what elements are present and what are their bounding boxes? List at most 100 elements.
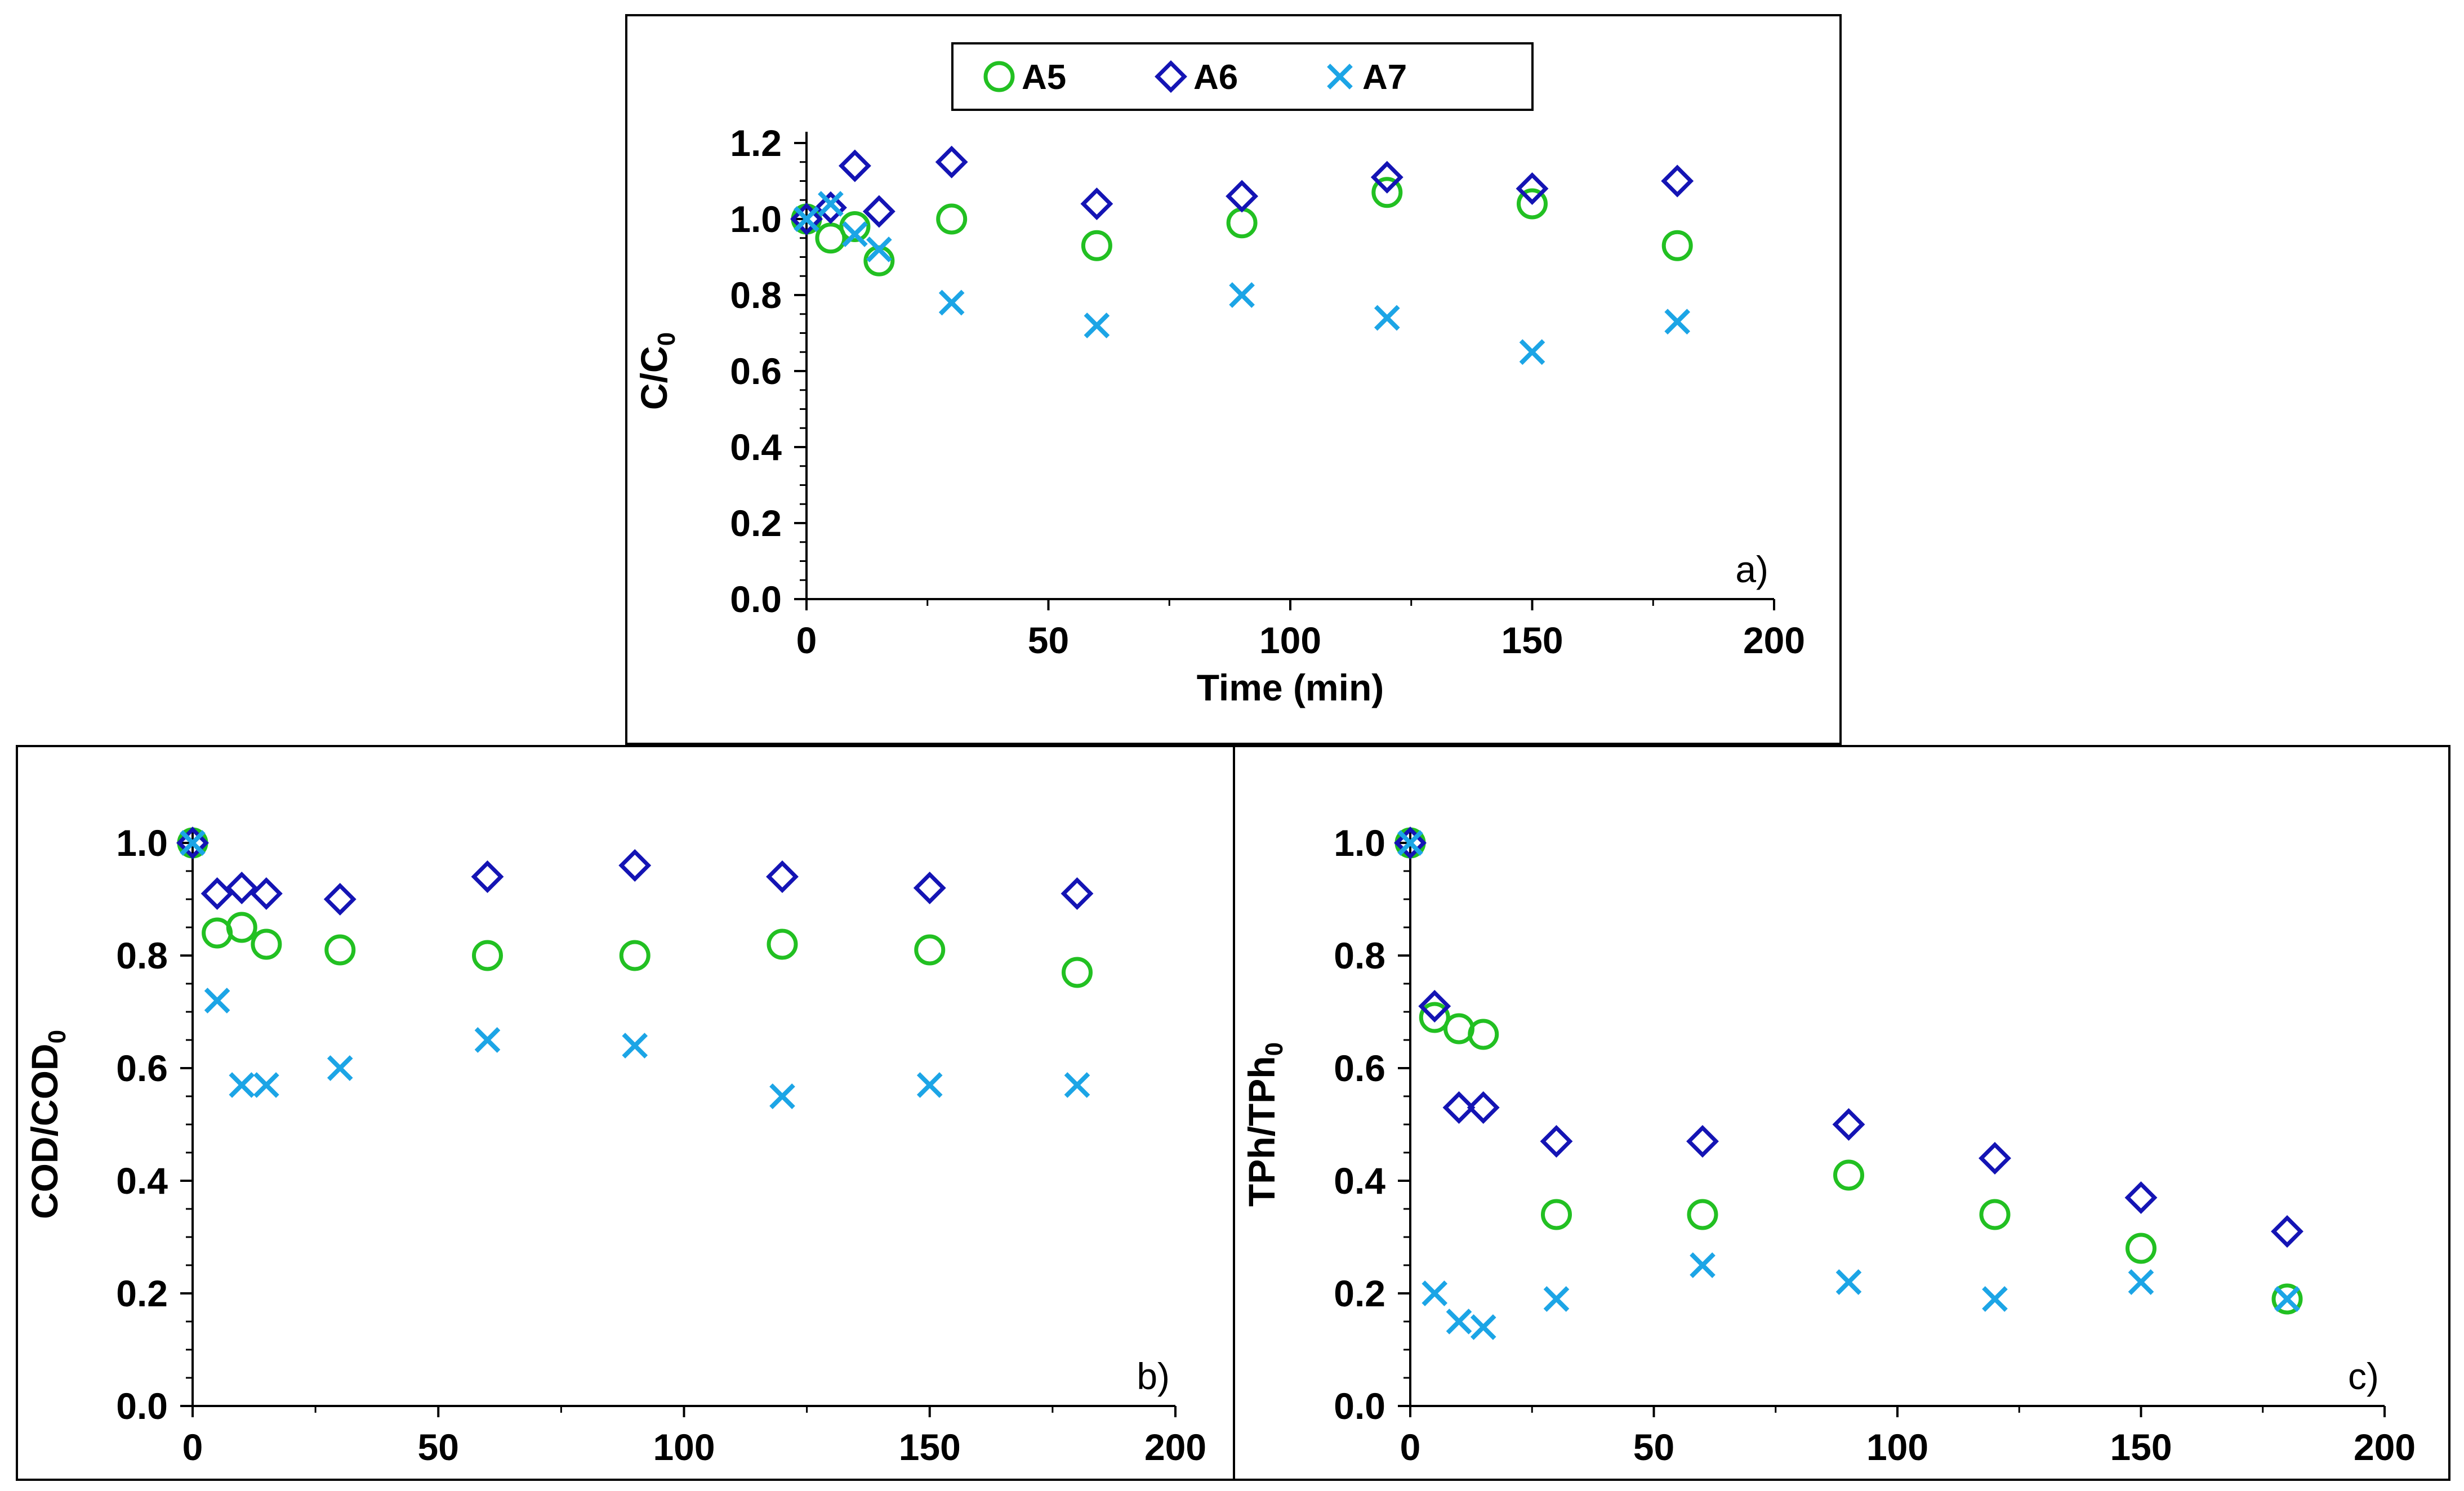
series-A5	[177, 827, 1093, 988]
x-tick-label: 50	[418, 1426, 459, 1468]
data-point-A7	[818, 191, 844, 217]
legend-label-A6: A6	[1193, 58, 1238, 97]
data-point-A6	[618, 849, 652, 882]
series-A7	[180, 830, 1090, 1109]
data-point-A6	[1979, 1142, 2011, 1175]
chart-b-svg: 0.0 0.2 0.4 0.6 0.8 1.0 0 50 100 150 200 Time (min)…	[24, 822, 1206, 1479]
y-tick-label: 0.6	[116, 1047, 168, 1089]
data-point-A7	[1543, 1286, 1570, 1312]
data-point-A6	[790, 203, 823, 235]
x-tick-label: 200	[1743, 619, 1805, 661]
x-tick-label: 100	[653, 1426, 715, 1468]
data-point-A7	[327, 1055, 353, 1081]
data-point-A5	[914, 934, 946, 966]
data-point-A5	[472, 940, 503, 971]
legend-box	[951, 42, 1534, 111]
data-point-A5	[1687, 1199, 1718, 1230]
data-point-A6	[1394, 827, 1427, 859]
y-tick-label: 0.6	[730, 350, 782, 392]
data-point-A7	[938, 289, 965, 316]
x-tick-label: 200	[1144, 1426, 1206, 1468]
x-tick-label: 50	[1633, 1426, 1674, 1468]
y-axis-title: C/C0	[633, 332, 680, 410]
data-point-A6	[1418, 990, 1451, 1023]
chart-a-svg: 0.0 0.2 0.4 0.6 0.8 1.0 1.2 0 50 100 150 200 Time (m…	[633, 42, 1805, 708]
y-tick-label: 0.2	[116, 1273, 168, 1314]
data-point-A5	[226, 912, 257, 943]
data-point-A6	[913, 872, 946, 904]
data-point-A5	[1062, 957, 1093, 988]
data-point-A5	[1419, 1002, 1450, 1033]
data-point-A5	[815, 222, 846, 254]
data-point-A6	[1370, 160, 1403, 194]
data-point-A6	[1686, 1125, 1719, 1158]
data-point-A6	[766, 860, 799, 893]
data-point-A5	[324, 934, 356, 966]
y-tick-label: 0.8	[116, 935, 168, 976]
legend-marker-A6	[1155, 60, 1187, 93]
data-point-A7	[1982, 1286, 2008, 1312]
data-point-A6	[1661, 164, 1694, 198]
data-point-A5	[936, 203, 968, 235]
data-point-A6	[1467, 1091, 1500, 1124]
data-point-A6	[249, 877, 283, 910]
data-point-A7	[1519, 339, 1545, 365]
data-point-A7	[253, 1072, 279, 1098]
data-point-A6	[935, 145, 968, 178]
data-point-A6	[838, 149, 871, 182]
data-point-A7	[1664, 309, 1691, 335]
x-tick-label: 100	[1866, 1426, 1928, 1468]
series-A5	[791, 177, 1693, 276]
y-tick-label: 0.4	[116, 1160, 168, 1202]
chart-panel-a: 0.0 0.2 0.4 0.6 0.8 1.0 1.2 0 50 100 150 200 Time (m…	[625, 14, 1842, 745]
data-point-A7	[1374, 305, 1400, 331]
data-point-A5	[202, 917, 233, 949]
y-tick-label: 1.0	[730, 198, 782, 240]
data-point-A7	[842, 221, 868, 247]
data-point-A7	[2128, 1269, 2154, 1295]
series-A7	[1397, 830, 2300, 1340]
y-tick-label: 0.8	[1334, 935, 1385, 976]
data-point-A6	[1061, 877, 1094, 910]
y-tick-label: 0.6	[1334, 1047, 1385, 1089]
data-point-A6	[225, 872, 259, 904]
data-point-A5	[1468, 1019, 1499, 1050]
data-point-A7	[1690, 1252, 1716, 1278]
data-point-A7	[474, 1027, 501, 1053]
data-point-A7	[1422, 1280, 1448, 1306]
data-point-A6	[1832, 1108, 1865, 1141]
y-tick-label: 0.4	[1334, 1160, 1385, 1202]
panel-label: c)	[2348, 1355, 2379, 1397]
data-point-A6	[2124, 1181, 2158, 1214]
data-point-A5	[1833, 1159, 1864, 1191]
y-tick-label: 0.0	[730, 578, 782, 620]
y-tick-label: 0.0	[116, 1385, 168, 1427]
data-point-A7	[1084, 313, 1110, 338]
legend-marker-A5	[983, 61, 1015, 92]
data-point-A7	[2274, 1286, 2300, 1312]
y-tick-label: 0.0	[1334, 1385, 1385, 1427]
x-tick-label: 100	[1259, 619, 1321, 661]
data-point-A7	[229, 1072, 255, 1098]
data-point-A5	[1661, 230, 1693, 261]
panel-label: a)	[1735, 548, 1768, 590]
series-A6	[790, 145, 1694, 235]
data-point-A5	[839, 211, 871, 242]
data-point-A5	[2271, 1283, 2303, 1315]
data-point-A7	[1446, 1309, 1472, 1334]
data-point-A7	[622, 1033, 648, 1059]
data-point-A7	[1835, 1269, 1862, 1295]
data-point-A5	[251, 928, 282, 960]
y-tick-label: 0.4	[730, 426, 782, 468]
x-tick-label: 50	[1028, 619, 1069, 661]
y-tick-label: 1.0	[1334, 822, 1385, 864]
x-axis-title: Time (min)	[590, 1474, 777, 1479]
x-tick-label: 150	[2110, 1426, 2172, 1468]
data-point-A6	[1516, 172, 1549, 205]
x-tick-label: 150	[1501, 619, 1563, 661]
data-point-A6	[200, 877, 234, 910]
legend-label-A7: A7	[1362, 58, 1407, 97]
data-point-A6	[176, 827, 209, 859]
data-point-A7	[794, 206, 819, 232]
data-point-A5	[1979, 1199, 2011, 1230]
